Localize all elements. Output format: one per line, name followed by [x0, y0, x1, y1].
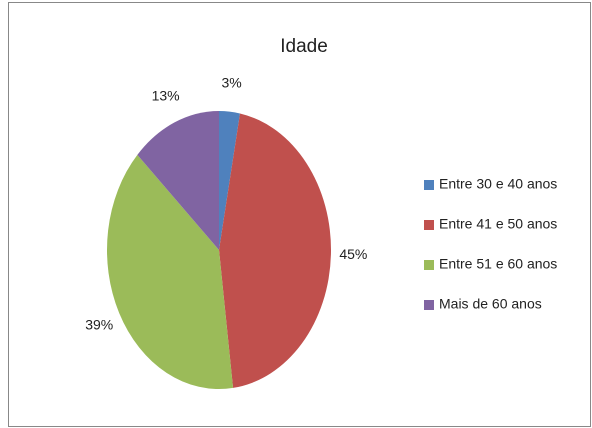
legend-label: Entre 51 e 60 anos — [439, 256, 557, 272]
data-label: 13% — [152, 88, 180, 104]
data-label: 45% — [339, 246, 367, 262]
legend-swatch — [424, 180, 434, 190]
pie-slice — [106, 154, 234, 389]
legend-swatch — [424, 220, 434, 230]
pie-slice — [219, 113, 331, 388]
legend-label: Mais de 60 anos — [439, 296, 542, 312]
data-label: 39% — [85, 316, 113, 332]
legend-swatch — [424, 300, 434, 310]
data-label: 3% — [222, 75, 242, 91]
pie-slice — [137, 111, 219, 250]
pie-slice — [219, 111, 240, 250]
chart-title: Idade — [280, 36, 328, 57]
legend-swatch — [424, 260, 434, 270]
legend-label: Entre 41 e 50 anos — [439, 216, 557, 232]
legend-label: Entre 30 e 40 anos — [439, 176, 557, 192]
